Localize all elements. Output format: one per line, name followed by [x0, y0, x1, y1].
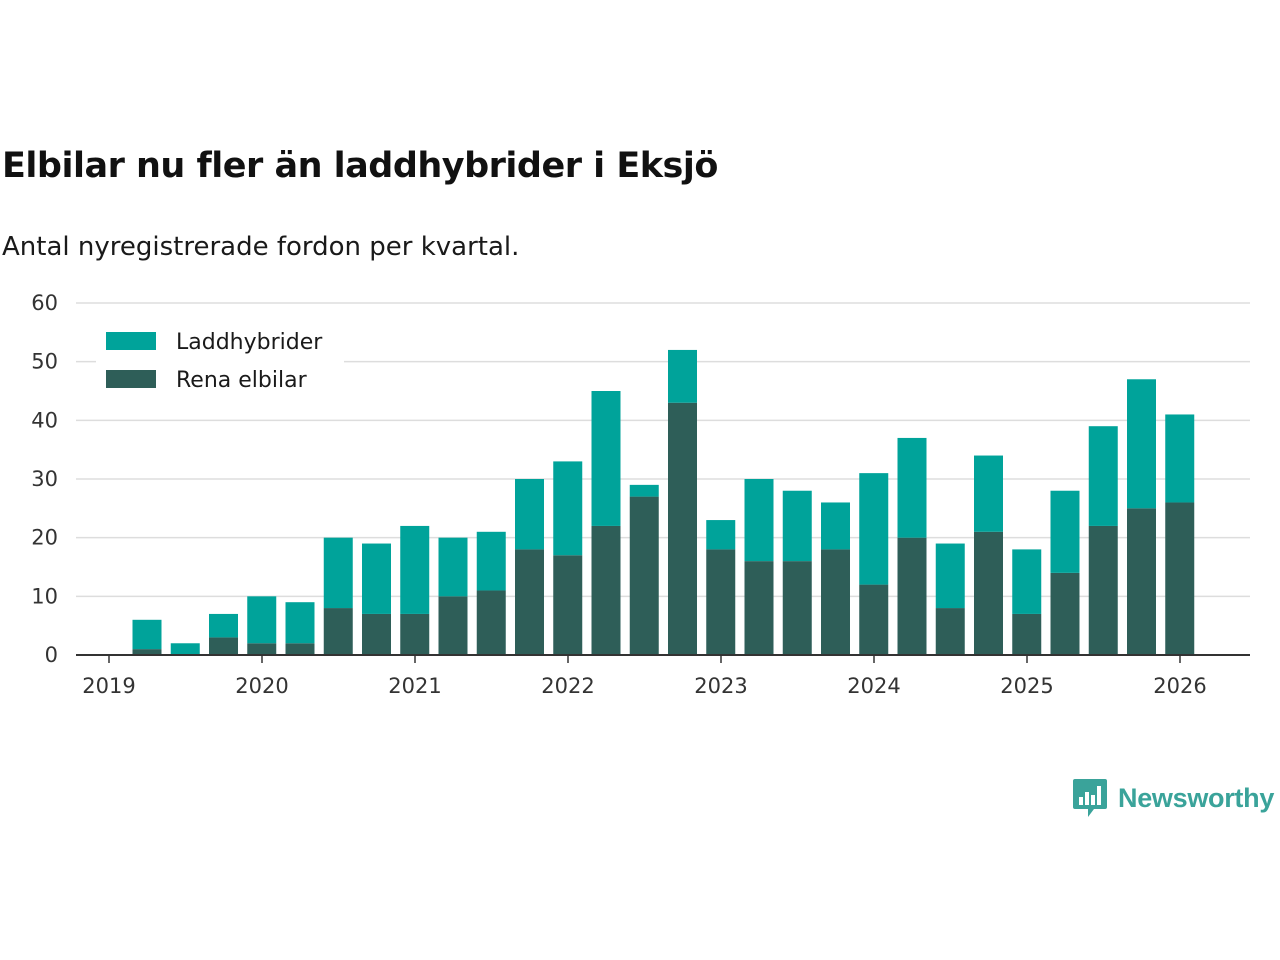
bar-rena-elbilar: [744, 561, 774, 655]
bar-laddhybrider: [668, 349, 697, 403]
bar-laddhybrider: [782, 490, 812, 562]
bar-laddhybrider: [362, 543, 391, 614]
legend-swatch-laddhybrider: [106, 332, 156, 350]
bar-rena-elbilar: [400, 613, 430, 655]
bar-rena-elbilar: [1050, 572, 1080, 655]
bar-laddhybrider: [400, 525, 430, 614]
x-tick-label: 2022: [541, 674, 594, 698]
y-tick-label: 40: [31, 408, 58, 432]
bar-laddhybrider: [974, 455, 1003, 532]
bar-rena-elbilar: [629, 496, 659, 655]
bar-rena-elbilar: [859, 584, 889, 655]
x-tick-label: 2023: [694, 674, 747, 698]
bar-rena-elbilar: [362, 613, 391, 655]
newsworthy-logo-icon: [1073, 779, 1107, 817]
bar-rena-elbilar: [782, 561, 812, 655]
bar-laddhybrider: [1127, 379, 1156, 509]
x-tick-label: 2024: [847, 674, 900, 698]
bar-rena-elbilar: [515, 549, 544, 655]
bar-laddhybrider: [859, 473, 889, 585]
bar-laddhybrider: [821, 502, 850, 550]
bar-laddhybrider: [591, 391, 621, 526]
bar-rena-elbilar: [1127, 508, 1156, 655]
bar-rena-elbilar: [247, 643, 277, 655]
bar-laddhybrider: [1088, 426, 1118, 526]
bar-rena-elbilar: [591, 525, 621, 655]
x-tick-label: 2026: [1153, 674, 1206, 698]
bar-laddhybrider: [132, 619, 162, 650]
bar-laddhybrider: [629, 484, 659, 497]
legend-label-laddhybrider: Laddhybrider: [176, 330, 323, 355]
bar-rena-elbilar: [132, 649, 162, 655]
legend-swatch-rena-elbilar: [106, 370, 156, 388]
bar-laddhybrider: [515, 479, 544, 550]
bar-laddhybrider: [438, 537, 468, 597]
bar-laddhybrider: [897, 437, 927, 538]
bar-laddhybrider: [1165, 414, 1195, 503]
bar-rena-elbilar: [668, 402, 697, 655]
bar-laddhybrider: [323, 537, 353, 609]
bar-rena-elbilar: [438, 596, 468, 655]
y-tick-label: 20: [31, 526, 58, 550]
bar-laddhybrider: [1050, 490, 1080, 573]
bar-laddhybrider: [706, 520, 736, 550]
chart-title: Elbilar nu fler än laddhybrider i Eksjö: [2, 146, 718, 186]
bar-rena-elbilar: [209, 637, 238, 655]
x-tick-label: 2019: [82, 674, 135, 698]
bar-rena-elbilar: [935, 608, 965, 655]
brand-logo: Newsworthy: [1072, 776, 1274, 820]
bar-rena-elbilar: [821, 549, 850, 655]
y-tick-label: 60: [31, 291, 58, 315]
y-tick-label: 0: [45, 643, 58, 667]
bar-laddhybrider: [553, 461, 583, 556]
bar-rena-elbilar: [706, 549, 736, 655]
bar-laddhybrider: [476, 531, 506, 591]
bar-rena-elbilar: [553, 555, 583, 655]
bar-rena-elbilar: [1012, 613, 1042, 655]
bar-laddhybrider: [285, 602, 315, 644]
y-tick-label: 30: [31, 467, 58, 491]
x-tick-label: 2020: [235, 674, 288, 698]
bar-laddhybrider: [209, 613, 238, 638]
bar-rena-elbilar: [476, 590, 506, 655]
x-tick-label: 2021: [388, 674, 441, 698]
bar-laddhybrider: [744, 479, 774, 562]
y-tick-label: 10: [31, 584, 58, 608]
legend-label-rena-elbilar: Rena elbilar: [176, 368, 308, 393]
brand-name: Newsworthy: [1118, 782, 1275, 813]
bar-rena-elbilar: [897, 537, 927, 655]
bar-rena-elbilar: [974, 531, 1003, 655]
y-tick-label: 50: [31, 350, 58, 374]
bar-laddhybrider: [170, 643, 200, 655]
bar-rena-elbilar: [1088, 525, 1118, 655]
bar-rena-elbilar: [1165, 502, 1195, 655]
bar-laddhybrider: [935, 543, 965, 609]
chart-subtitle: Antal nyregistrerade fordon per kvartal.: [2, 232, 520, 262]
x-tick-label: 2025: [1000, 674, 1053, 698]
bar-rena-elbilar: [323, 608, 353, 655]
bar-laddhybrider: [247, 596, 277, 644]
bar-rena-elbilar: [285, 643, 315, 655]
bar-laddhybrider: [1012, 549, 1042, 614]
